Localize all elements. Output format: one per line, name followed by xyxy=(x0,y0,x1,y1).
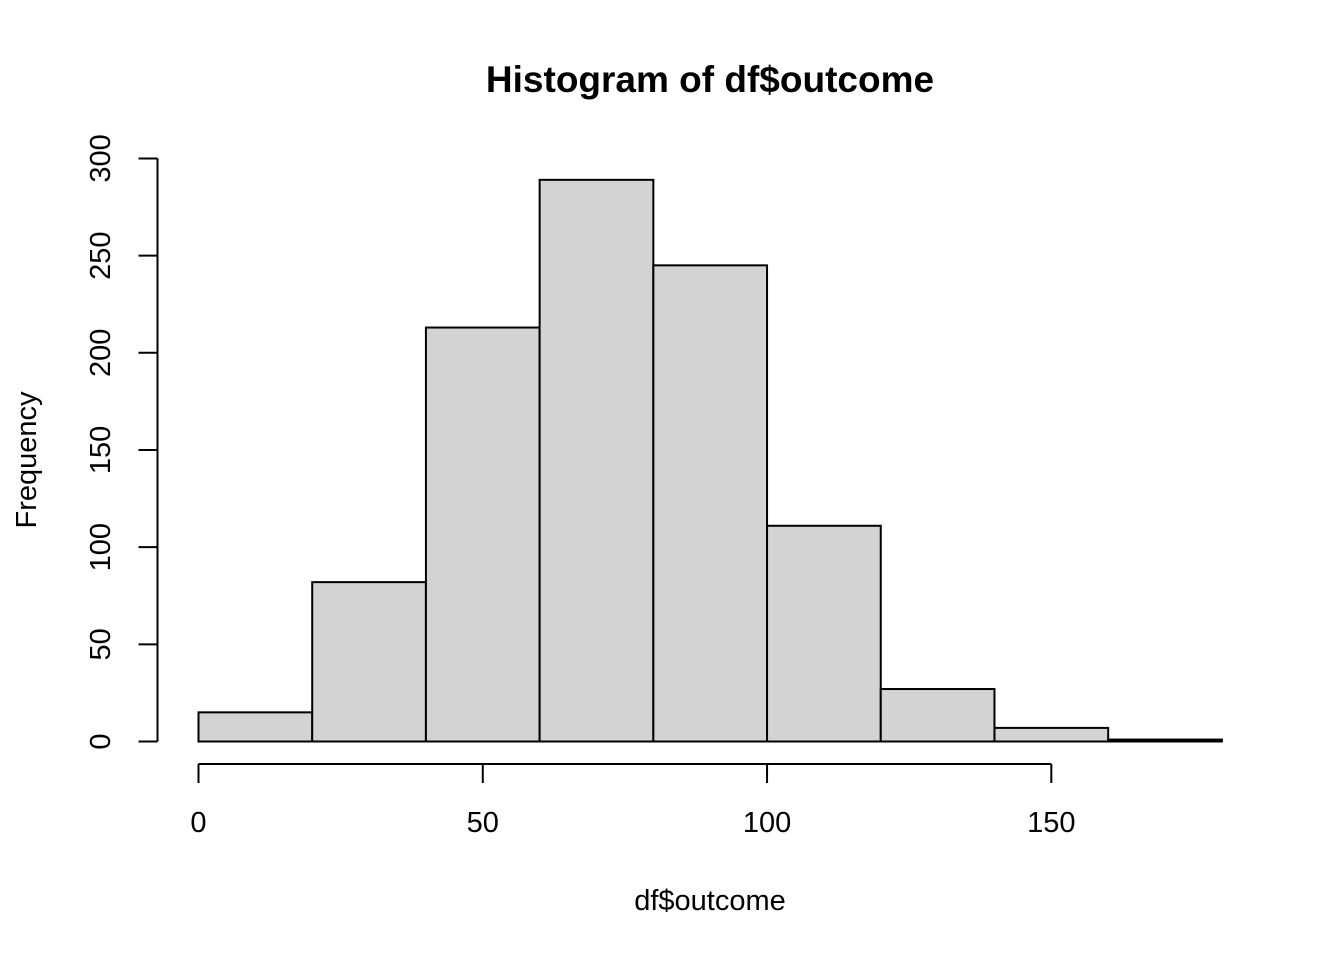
y-tick-label: 200 xyxy=(85,329,117,377)
histogram-bar-9 xyxy=(1107,738,1223,743)
histogram-bar-4 xyxy=(538,178,655,743)
histogram-bar-3 xyxy=(424,326,541,743)
histogram-bar-7 xyxy=(879,688,996,743)
x-axis: 0 50 100 150 xyxy=(190,763,1076,839)
x-axis-label: df$outcome xyxy=(634,885,786,917)
y-axis: 0 50 100 150 200 250 300 xyxy=(85,134,159,750)
y-tick-label: 300 xyxy=(85,134,117,182)
histogram-bar-2 xyxy=(311,581,427,743)
y-tick-label: 150 xyxy=(85,426,117,474)
histogram-bar-6 xyxy=(766,524,882,743)
histogram-bar-8 xyxy=(993,726,1110,743)
y-axis-label: Frequency xyxy=(11,391,43,529)
y-tick-label: 0 xyxy=(85,733,117,749)
x-tick-label: 150 xyxy=(1027,807,1075,839)
histogram-bar-1 xyxy=(197,711,314,743)
y-tick-label: 250 xyxy=(85,231,117,279)
y-tick-label: 100 xyxy=(85,523,117,571)
y-tick-label: 50 xyxy=(85,628,117,660)
bars-group xyxy=(197,178,1223,743)
x-tick-label: 0 xyxy=(190,807,206,839)
x-tick-label: 100 xyxy=(743,807,791,839)
histogram-bar-5 xyxy=(652,264,769,743)
chart-title: Histogram of df$outcome xyxy=(486,59,934,100)
x-tick-label: 50 xyxy=(467,807,499,839)
